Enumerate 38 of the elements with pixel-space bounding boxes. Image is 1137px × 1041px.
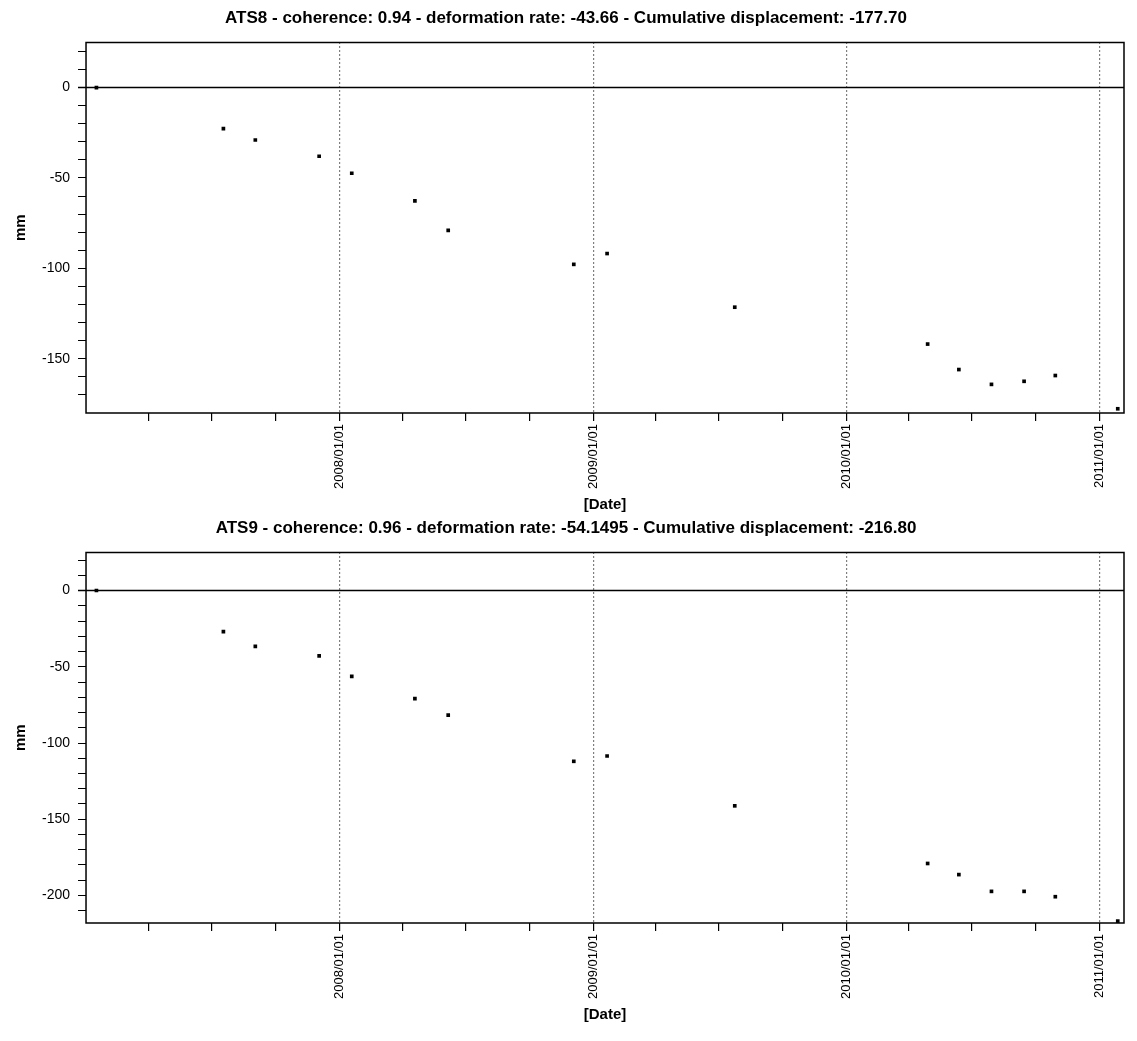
x-tick-label: 2011/01/01 (1091, 933, 1107, 999)
point (571, 759, 576, 764)
y-tick-label: -150 (41, 349, 71, 366)
point (1022, 379, 1026, 384)
x-tick-label: 2010/01/01 (838, 423, 854, 490)
point (413, 199, 417, 203)
chart-title: ATS9 - coherence: 0.96 - deformation rate: -54.1495 - Cumulative displacement: -216.80 (215, 517, 917, 537)
point (349, 171, 354, 176)
point (253, 138, 258, 142)
x-axis-title: [Date] (583, 495, 627, 513)
x-tick-label: 2011/01/01 (1091, 423, 1107, 489)
y-axis-title: mm (11, 724, 29, 752)
point (1115, 406, 1120, 411)
y-axis-title: mm (11, 214, 29, 242)
chart-title: ATS8 - coherence: 0.94 - deformation rate: -43.66 - Cumulative displacement: -177.70 (225, 7, 907, 27)
point (732, 803, 737, 808)
y-tick-label: 0 (62, 581, 71, 598)
point (317, 654, 321, 658)
y-tick-label: -200 (41, 886, 71, 903)
x-tick-label: 2010/01/01 (838, 933, 854, 1000)
point (605, 754, 609, 758)
y-tick-label: -100 (41, 259, 71, 276)
x-tick-label: 2009/01/01 (584, 933, 600, 1000)
point (253, 644, 258, 649)
y-tick-label: -100 (41, 733, 71, 750)
x-tick-label: 2008/01/01 (330, 423, 346, 490)
y-tick-label: -50 (49, 657, 71, 674)
y-tick-label: -50 (49, 168, 71, 185)
point (732, 305, 737, 310)
y-tick-label: -150 (41, 810, 71, 827)
point (446, 713, 451, 717)
point (317, 154, 321, 159)
y-tick-label: 0 (62, 78, 71, 95)
x-tick-label: 2009/01/01 (584, 423, 600, 490)
point (1053, 894, 1058, 899)
x-tick-label: 2008/01/01 (330, 933, 346, 1000)
point (1115, 919, 1120, 923)
x-axis-title: [Date] (583, 1005, 627, 1023)
